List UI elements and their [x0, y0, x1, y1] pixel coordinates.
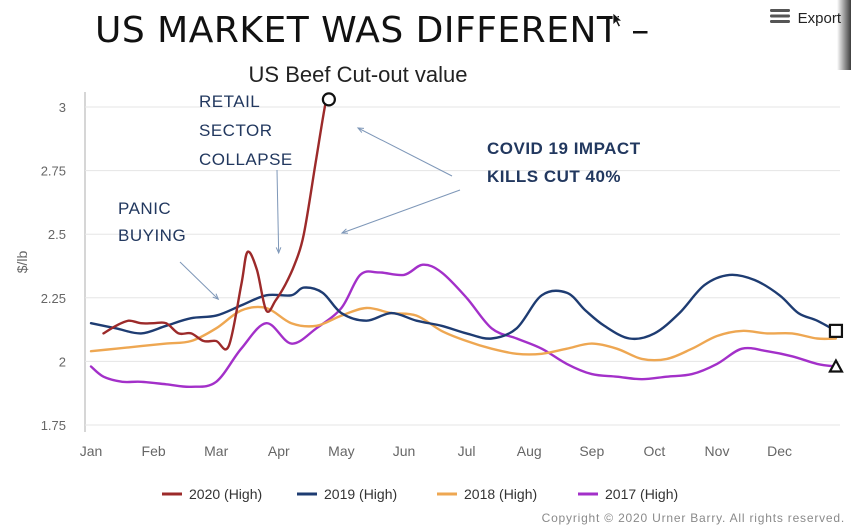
annotation-retail-line: SECTOR [199, 121, 273, 140]
series-line-2019 [89, 273, 838, 341]
mouse-cursor-icon [612, 12, 624, 32]
annotation-retail-line: COLLAPSE [199, 150, 293, 169]
x-tick-label: Nov [705, 443, 730, 459]
x-tick-labels: Jan Feb Mar Apr May Jun Jul Aug Sep Oct Nov Dec [80, 443, 792, 459]
y-tick-label: 1.75 [41, 418, 66, 433]
y-tick-label: 2.75 [41, 164, 66, 179]
y-tick-labels: 1.75 2 2.25 2.5 2.75 3 [41, 100, 66, 433]
annotation-covid-line: COVID 19 IMPACT [487, 139, 641, 158]
corner-shadow [837, 0, 851, 70]
annotation-retail-line: RETAIL [199, 92, 260, 111]
y-tick-label: 2 [59, 354, 66, 369]
gridlines [84, 92, 840, 432]
y-axis-label: $/lb [14, 251, 30, 274]
x-tick-label: Dec [767, 443, 792, 459]
covid-arrow-upper [357, 127, 453, 177]
annotation-panic-line: BUYING [118, 226, 186, 245]
y-tick-label: 2.25 [41, 291, 66, 306]
annotation-panic-line: PANIC [118, 199, 171, 218]
x-tick-label: Sep [579, 443, 604, 459]
covid-arrow-lower [341, 189, 461, 234]
series-lines [89, 95, 838, 389]
covid-arrow-lower-head [340, 228, 349, 234]
retail-arrow-head [275, 247, 282, 255]
x-tick-label: Feb [142, 443, 166, 459]
x-tick-label: Oct [644, 443, 666, 459]
legend: 2020 (High) 2019 (High) 2018 (High) 2017 (H… [162, 486, 678, 502]
series-line-2020 [102, 95, 331, 351]
retail-arrow [276, 169, 280, 253]
export-button[interactable]: Export [769, 8, 841, 28]
x-tick-label: Jun [393, 443, 416, 459]
end-marker-triangle [828, 358, 844, 373]
series-line-2018 [89, 305, 838, 362]
x-tick-label: May [328, 443, 354, 459]
x-tick-label: Jan [80, 443, 103, 459]
end-marker-circle [321, 92, 336, 107]
end-markers [321, 92, 844, 373]
annotation-covid-line: KILLS CUT 40% [487, 167, 621, 186]
y-tick-label: 3 [59, 100, 66, 115]
legend-label: 2018 (High) [464, 486, 537, 502]
legend-label: 2020 (High) [189, 486, 262, 502]
end-marker-square [828, 323, 844, 338]
legend-label: 2019 (High) [324, 486, 397, 502]
menu-icon [769, 8, 790, 28]
x-tick-label: Mar [204, 443, 228, 459]
chart-title: US Beef Cut-out value [249, 62, 468, 87]
panic-arrow-head [212, 293, 220, 301]
panic-arrow [179, 261, 219, 300]
slide-title: US MARKET WAS DIFFERENT – [95, 10, 650, 51]
x-tick-label: Jul [458, 443, 476, 459]
copyright-notice: Copyright © 2020 Urner Barry. All rights… [541, 511, 845, 525]
y-tick-label: 2.5 [48, 227, 66, 242]
export-label: Export [797, 9, 841, 27]
x-tick-label: Apr [268, 443, 290, 459]
legend-label: 2017 (High) [605, 486, 678, 502]
covid-arrow-upper-head [356, 127, 365, 133]
annotations: PANIC BUYING RETAIL SECTOR COLLAPSE COVID 19 … [118, 92, 641, 301]
series-line-2017 [89, 263, 838, 389]
x-tick-label: Aug [517, 443, 542, 459]
